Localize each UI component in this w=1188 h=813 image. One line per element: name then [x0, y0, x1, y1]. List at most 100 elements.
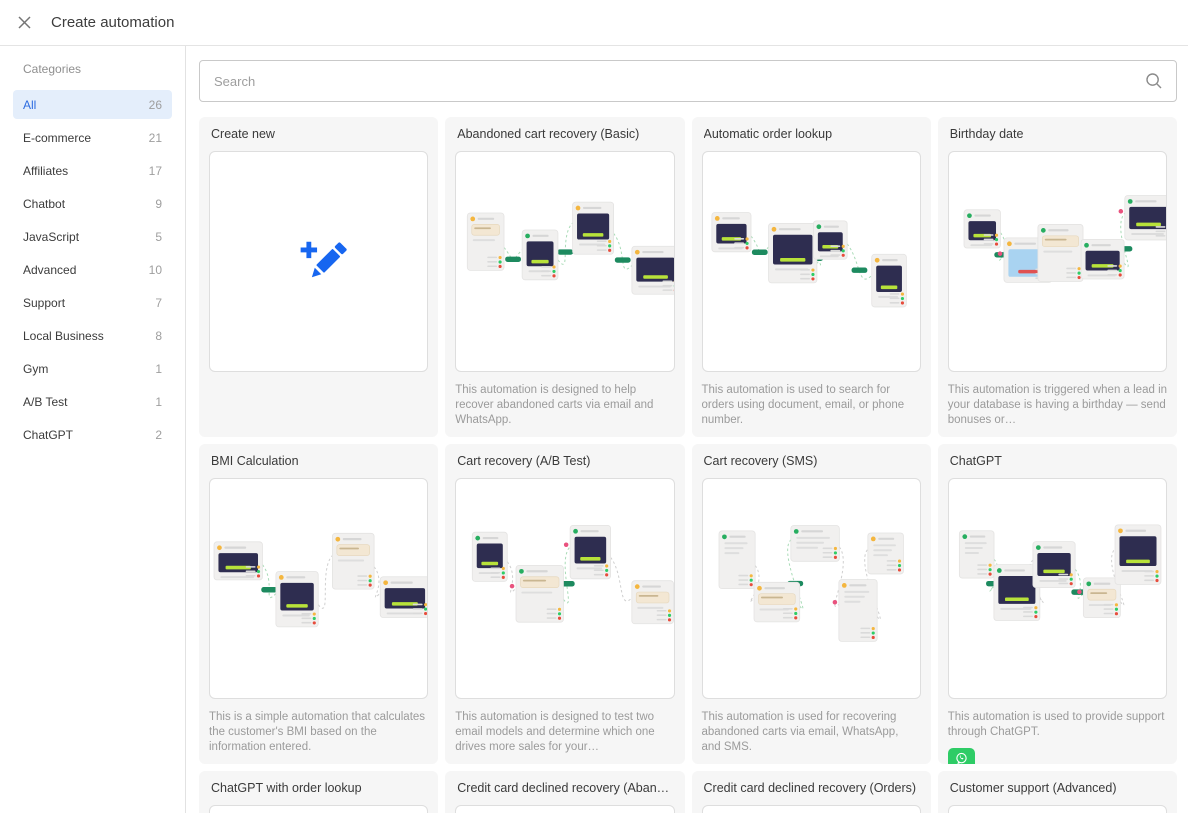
card-title: ChatGPT [949, 454, 1002, 468]
category-count: 5 [155, 229, 162, 244]
automation-flow-thumbnail [703, 806, 920, 813]
card-title: Cart recovery (SMS) [703, 454, 818, 468]
template-card[interactable]: Cart recovery (A/B Test) This automation … [445, 444, 685, 764]
sidebar-item-javascript[interactable]: JavaScript 5 [13, 222, 172, 251]
main-panel: Create new Abandoned cart recovery (Basi… [186, 46, 1188, 813]
dialog-header: Create automation [0, 0, 1188, 46]
card-title: Create new [211, 127, 275, 141]
search-input[interactable] [199, 60, 1177, 102]
category-count: 17 [148, 163, 162, 178]
automation-preview [455, 151, 675, 372]
automation-flow-thumbnail [710, 212, 907, 308]
card-title: BMI Calculation [211, 454, 299, 468]
template-card[interactable]: ChatGPT This automation is used to provid… [937, 444, 1177, 764]
card-title: Customer support (Advanced) [949, 781, 1117, 795]
page-title: Create automation [51, 14, 175, 31]
card-description: This is a simple automation that calcula… [209, 711, 426, 754]
channel-badge-whatsapp [947, 748, 975, 764]
template-card[interactable]: ChatGPT with order lookup [199, 771, 439, 813]
category-count: 8 [155, 328, 162, 343]
card-title: Credit card declined recovery (Orders) [703, 781, 917, 795]
card-title: Abandoned cart recovery (Basic) [457, 127, 640, 141]
category-label: Support [23, 295, 66, 310]
category-count: 7 [155, 295, 162, 310]
card-description: This automation is used to provide suppo… [947, 711, 1165, 739]
automation-preview [701, 805, 921, 813]
card-description: This automation is designed to help reco… [455, 384, 654, 427]
sidebar-item-advanced[interactable]: Advanced 10 [13, 255, 172, 284]
template-card[interactable]: Credit card declined recovery (Abandoned… [445, 771, 685, 813]
category-count: 21 [148, 130, 162, 145]
automation-flow-thumbnail [472, 524, 674, 625]
template-grid: Create new Abandoned cart recovery (Basi… [199, 117, 1177, 813]
sidebar-item-e-commerce[interactable]: E-commerce 21 [13, 123, 172, 152]
category-label: A/B Test [23, 394, 68, 409]
create-new-preview [209, 151, 429, 372]
card-description: This automation is used to search for or… [701, 384, 905, 427]
category-label: All [23, 97, 37, 112]
automation-flow-thumbnail [958, 524, 1162, 621]
category-label: Chatbot [23, 196, 66, 211]
card-description: This automation is triggered when a lead… [947, 384, 1168, 427]
template-card[interactable]: Abandoned cart recovery (Basic) This auto… [445, 117, 685, 437]
search-bar [199, 60, 1177, 102]
category-label: Gym [23, 361, 49, 376]
automation-preview [455, 805, 675, 813]
categories-sidebar: Categories All 26 E-commerce 21 Affiliates 17… [0, 46, 186, 813]
automation-preview [947, 478, 1167, 699]
card-title: Birthday date [949, 127, 1024, 141]
template-card[interactable]: Automatic order lookup This automation is… [691, 117, 931, 437]
whatsapp-icon [956, 753, 967, 764]
category-label: E-commerce [23, 130, 92, 145]
automation-flow-thumbnail [210, 806, 427, 813]
automation-preview [947, 151, 1167, 372]
category-label: Local Business [23, 328, 104, 343]
card-description: This automation is used for recovering a… [701, 711, 899, 754]
categories-list: All 26 E-commerce 21 Affiliates 17 Chatbot 9 Jav… [13, 90, 172, 449]
magic-pencil-icon [300, 241, 347, 277]
search-icon[interactable] [1144, 71, 1164, 91]
automation-flow-thumbnail [718, 525, 904, 642]
category-label: JavaScript [23, 229, 80, 244]
card-description: This automation is designed to test two … [455, 711, 655, 754]
card-title: Cart recovery (A/B Test) [457, 454, 591, 468]
sidebar-item-affiliates[interactable]: Affiliates 17 [13, 156, 172, 185]
category-count: 10 [148, 262, 162, 277]
automation-preview [701, 151, 921, 372]
automation-flow-thumbnail [467, 201, 674, 295]
template-card[interactable]: BMI Calculation This is a simple automati… [199, 444, 439, 764]
card-title: Automatic order lookup [703, 127, 833, 141]
template-card[interactable]: Credit card declined recovery (Orders) [691, 771, 931, 813]
close-icon [17, 16, 31, 29]
card-description [209, 383, 428, 413]
sidebar-item-support[interactable]: Support 7 [13, 288, 172, 317]
category-count: 1 [155, 394, 162, 409]
automation-preview [701, 478, 921, 699]
automation-flow-thumbnail [213, 532, 428, 628]
sidebar-item-local-business[interactable]: Local Business 8 [13, 321, 172, 350]
automation-preview [209, 805, 429, 813]
create-new-card[interactable]: Create new [199, 117, 439, 437]
template-card[interactable]: Cart recovery (SMS) This automation is us… [691, 444, 931, 764]
sidebar-item-all[interactable]: All 26 [13, 90, 172, 119]
automation-preview [947, 805, 1167, 813]
sidebar-item-chatbot[interactable]: Chatbot 9 [13, 189, 172, 218]
category-count: 2 [155, 427, 162, 442]
sidebar-item-chatgpt[interactable]: ChatGPT 2 [13, 420, 172, 449]
sidebar-item-a-b-test[interactable]: A/B Test 1 [13, 387, 172, 416]
category-label: ChatGPT [23, 427, 74, 442]
channel-badges [947, 748, 1167, 764]
template-card[interactable]: Customer support (Advanced) [937, 771, 1177, 813]
categories-heading: Categories [23, 62, 82, 76]
category-count: 1 [155, 361, 162, 376]
category-count: 26 [148, 97, 162, 112]
category-label: Affiliates [23, 163, 69, 178]
automation-flow-thumbnail [963, 195, 1166, 283]
automation-preview [209, 478, 429, 699]
close-button[interactable] [9, 8, 39, 38]
automation-preview [455, 478, 675, 699]
card-title: ChatGPT with order lookup [211, 781, 362, 795]
category-label: Advanced [23, 262, 77, 277]
template-card[interactable]: Birthday date This automation is triggere… [937, 117, 1177, 437]
sidebar-item-gym[interactable]: Gym 1 [13, 354, 172, 383]
